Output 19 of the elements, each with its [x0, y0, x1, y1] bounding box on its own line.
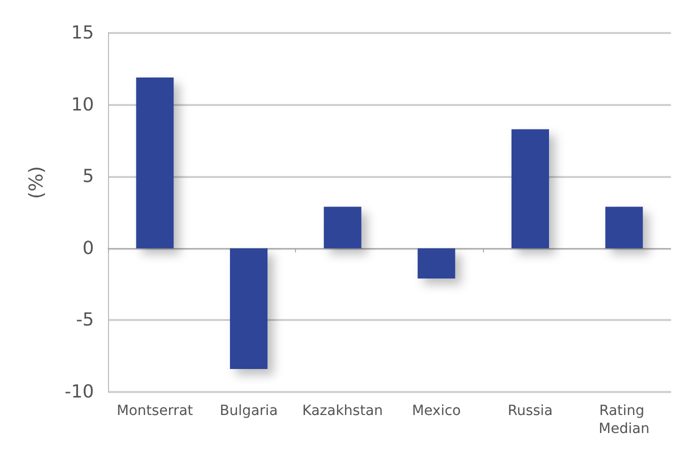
y-tick-label: -10 [64, 382, 94, 402]
bar [136, 78, 174, 248]
y-tick-label: 5 [82, 166, 94, 188]
x-tick-label: Bulgaria [220, 403, 278, 419]
x-tick-label: Kazakhstan [302, 403, 383, 419]
y-tick-label: 15 [71, 22, 94, 44]
x-tick-label: Rating Median [598, 403, 650, 437]
y-axis-title: (%) [26, 166, 48, 199]
y-tick-label: 0 [82, 238, 94, 259]
bar [418, 248, 456, 279]
bar [324, 206, 362, 248]
y-tick-label: 10 [71, 94, 94, 116]
bar [511, 129, 550, 248]
y-tick-label: -5 [76, 310, 94, 331]
x-tick-label: Mexico [412, 403, 461, 419]
x-tick-label: Russia [508, 403, 553, 419]
bar [605, 206, 643, 248]
x-tick-label: Montserrat [116, 403, 194, 419]
bar [230, 248, 268, 370]
